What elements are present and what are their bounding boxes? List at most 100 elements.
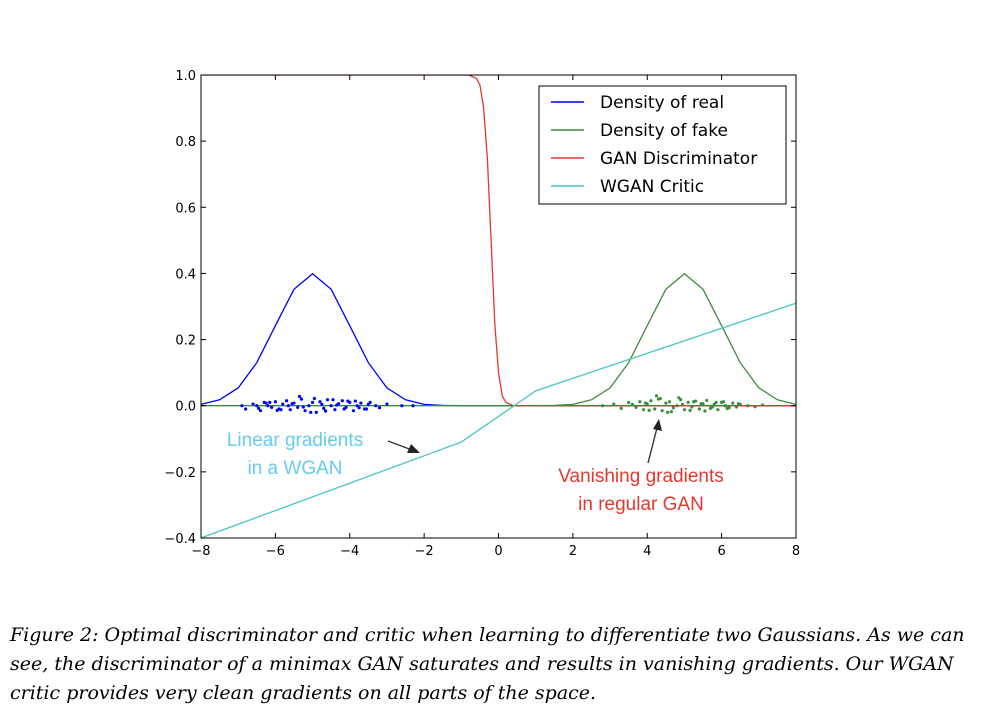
real-sample-point [377,406,382,410]
real-sample-point [240,404,244,408]
real-sample-point [368,400,372,405]
fake-sample-point [664,401,668,405]
fake-sample-point [760,403,765,407]
fake-sample-point [753,405,757,409]
real-sample-point [411,404,415,408]
real-sample-point [340,399,344,403]
annotation-gan-arrow-head [653,419,662,431]
real-sample-point [268,400,272,405]
fake-sample-point [658,396,662,401]
series-layer [201,75,796,538]
real-sample-point [301,405,305,409]
fake-sample-point [723,404,727,408]
real-sample-point [385,402,389,406]
real-sample-point [353,399,357,403]
fake-sample-point [734,405,739,409]
series-line-3 [201,75,796,407]
fake-sample-point [716,408,720,412]
legend-label: GAN Discriminator [600,149,757,169]
real-sample-point [273,400,277,404]
real-sample-point [374,404,378,408]
legend: Density of real Density of fake GAN Discri… [538,85,787,205]
x-tick-label: 4 [643,544,651,559]
real-sample-point [286,404,290,408]
real-sample-point [255,404,259,408]
fake-sample-point [690,405,694,409]
y-tick-label: 0.4 [175,267,196,282]
x-tick-label: 0 [494,544,502,559]
fake-sample-point [682,408,687,412]
real-sample-point [357,406,361,410]
x-tick-label: −4 [340,544,359,559]
x-tick-label: 6 [717,544,725,559]
real-sample-point [351,409,356,413]
annotation-gan-line2: in regular GAN [578,494,704,515]
fake-sample-point [680,402,685,406]
real-sample-point [266,404,270,408]
annotation-wgan-arrow-shaft [387,440,413,451]
fake-sample-point [699,402,703,406]
y-tick-label: 0.0 [175,400,196,415]
real-sample-point [288,408,292,412]
real-sample-point [400,404,404,408]
fake-sample-point [692,400,696,404]
legend-box [538,85,787,205]
fake-sample-point [705,398,709,403]
fake-sample-point [675,404,679,408]
real-sample-point [333,408,337,412]
real-sample-point [314,410,318,414]
fake-sample-point [630,402,634,406]
x-tick-label: −8 [191,544,210,559]
fake-sample-point [721,400,726,404]
fake-sample-point [654,394,659,398]
real-sample-point [329,404,333,408]
fake-sample-point [697,407,701,411]
real-sample-point [296,405,300,409]
real-sample-point [318,400,322,404]
fake-sample-point [669,410,674,414]
real-sample-point [323,409,328,413]
fake-sample-point [638,400,642,404]
y-tick-label: −0.2 [164,466,196,481]
fake-sample-point [666,410,670,414]
fake-sample-point [667,400,672,404]
real-sample-point [303,409,307,413]
annotation-gan-line1: Vanishing gradients [558,466,723,487]
legend-label: Density of real [600,93,724,113]
real-sample-point [320,402,324,406]
fake-sample-point [649,399,653,403]
series-line-4 [201,302,796,538]
fake-sample-point [725,406,729,410]
y-tick-label: 1.0 [175,69,196,84]
real-sample-point [290,402,294,406]
fake-sample-point [627,400,631,405]
real-sample-point [297,394,302,399]
real-sample-point [359,401,363,405]
real-sample-point [331,398,335,402]
real-sample-point [244,407,248,411]
real-sample-point [364,407,369,411]
fake-sample-point [714,400,718,405]
figure-caption: Figure 2: Optimal discriminator and crit… [10,624,965,704]
fake-sample-point [677,396,681,400]
real-sample-point [335,403,339,407]
y-tick-label: 0.6 [175,201,196,216]
annotation-wgan-arrow-head [407,444,420,453]
real-sample-point [251,402,255,406]
real-sample-point [264,401,268,405]
fake-sample-point [703,409,707,413]
legend-label: WGAN Critic [600,177,704,197]
fake-sample-point [660,409,664,413]
legend-label: Density of fake [600,121,728,141]
x-tick-label: 8 [792,544,800,559]
fake-sample-point [688,408,692,412]
fake-sample-point [746,404,750,408]
real-sample-point [325,398,330,402]
annotation-wgan-line2: in a WGAN [247,458,342,479]
fake-sample-point [619,406,623,410]
x-tick-label: −2 [415,544,434,559]
real-sample-point [322,406,326,410]
fake-sample-point [601,404,605,408]
x-tick-label: −6 [266,544,285,559]
real-sample-point [342,407,346,411]
